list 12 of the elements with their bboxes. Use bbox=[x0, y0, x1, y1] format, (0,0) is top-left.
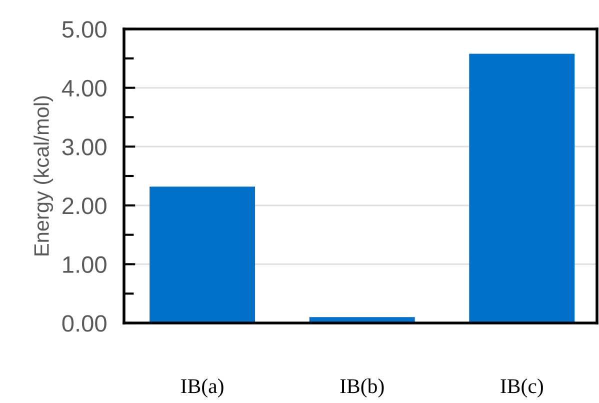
y-tick-label: 2.00 bbox=[62, 197, 106, 214]
y-tick-label: 0.00 bbox=[62, 315, 106, 332]
x-tick-label: IB(a) bbox=[181, 378, 224, 398]
bar bbox=[150, 186, 256, 323]
y-tick-label: 3.00 bbox=[62, 138, 106, 156]
bar bbox=[469, 54, 575, 323]
y-axis-title: Energy (kcal/mol) bbox=[34, 96, 54, 256]
x-tick-label: IB(b) bbox=[340, 378, 384, 398]
y-tick-label: 1.00 bbox=[63, 256, 106, 273]
x-tick-label: IB(c) bbox=[500, 378, 543, 398]
y-tick-label: 4.00 bbox=[62, 80, 106, 97]
y-tick-label: 5.00 bbox=[62, 21, 106, 38]
